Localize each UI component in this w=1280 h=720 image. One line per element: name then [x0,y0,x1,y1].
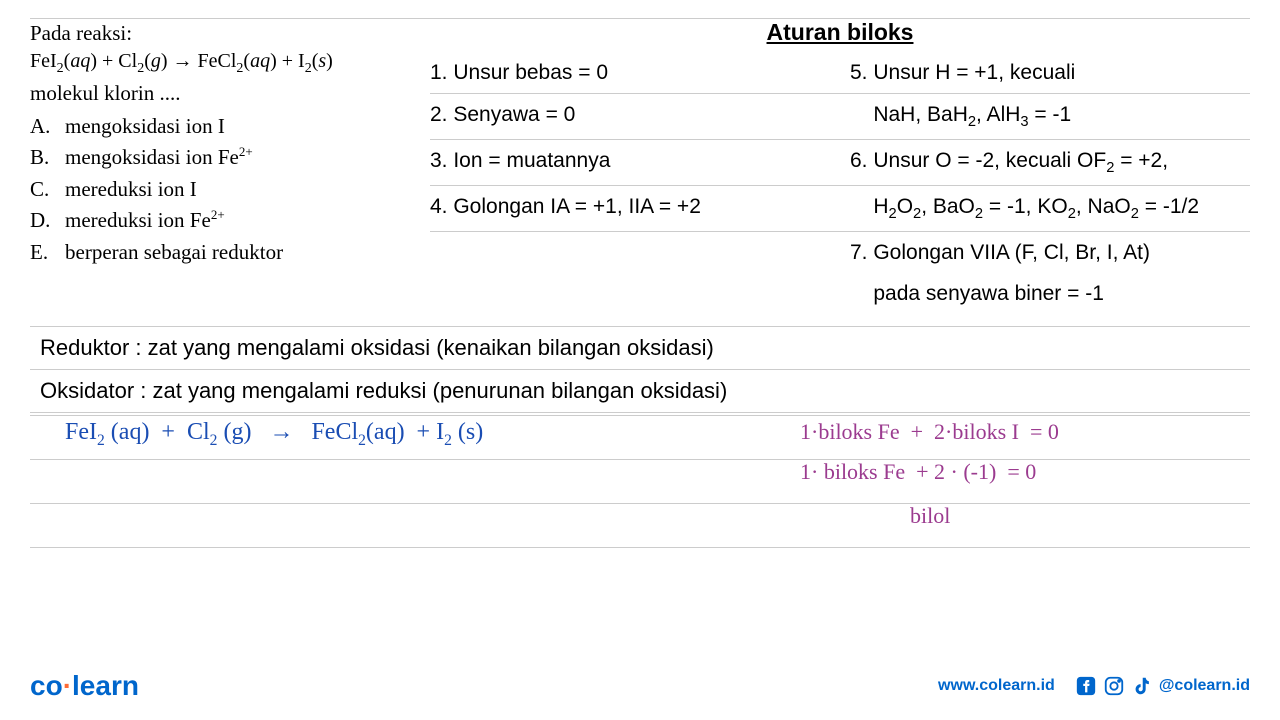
reduktor-definition: Reduktor : zat yang mengalami oksidasi (… [30,326,1250,369]
question-column: Pada reaksi: FeI2(aq) + Cl2(g) → FeCl2(a… [30,19,430,314]
social-handle: @colearn.id [1159,677,1250,695]
rule-row-1: 1. Unsur bebas = 0 5. Unsur H = +1, kecu… [430,52,1250,94]
rule-right: H2O2, BaO2 = -1, KO2, NaO2 = -1/2 [830,192,1250,225]
rule-right: NaH, BaH2, AlH3 = -1 [830,100,1250,133]
option-c: C. mereduksi ion I [30,174,410,206]
handwritten-calc-3: bilol [910,503,950,529]
handwritten-calc-1: 1·biloks Fe + 2·biloks I = 0 [800,419,1059,445]
question-followup: molekul klorin .... [30,79,410,108]
footer-right: www.colearn.id @colearn.id [938,675,1250,697]
options-list: A. mengoksidasi ion I B. mengoksidasi io… [30,111,410,269]
option-letter: B. [30,142,65,174]
logo-co: co [30,670,63,701]
option-letter: E. [30,237,65,269]
rule-right: 5. Unsur H = +1, kecuali [830,58,1250,87]
option-e: E. berperan sebagai reduktor [30,237,410,269]
top-section: Pada reaksi: FeI2(aq) + Cl2(g) → FeCl2(a… [30,18,1250,314]
option-letter: C. [30,174,65,206]
instagram-icon [1103,675,1125,697]
colearn-logo: co·learn [30,670,139,702]
rule-left [430,238,830,267]
option-text: mengoksidasi ion I [65,111,225,143]
website-url: www.colearn.id [938,677,1055,695]
option-text: berperan sebagai reduktor [65,237,283,269]
option-a: A. mengoksidasi ion I [30,111,410,143]
option-text: mereduksi ion I [65,174,197,206]
rule-row-5: 7. Golongan VIIA (F, Cl, Br, I, At) [430,232,1250,273]
oksidator-definition: Oksidator : zat yang mengalami reduksi (… [30,369,1250,413]
handwritten-calc-2: 1· biloks Fe + 2 · (-1) = 0 [800,459,1036,485]
rule-left: 3. Ion = muatannya [430,146,830,179]
option-letter: A. [30,111,65,143]
rule-row-6: pada senyawa biner = -1 [430,273,1250,314]
handwritten-work: FeI2 (aq) + Cl2 (g) → FeCl2(aq) + I2 (s)… [30,415,1250,591]
rule-right: 7. Golongan VIIA (F, Cl, Br, I, At) [830,238,1250,267]
option-letter: D. [30,205,65,237]
rule-left: 1. Unsur bebas = 0 [430,58,830,87]
rule-left [430,279,830,308]
tiktok-icon [1131,675,1153,697]
question-intro: Pada reaksi: [30,19,410,48]
option-b: B. mengoksidasi ion Fe2+ [30,142,410,174]
rule-left: 4. Golongan IA = +1, IIA = +2 [430,192,830,225]
logo-dot: · [63,670,72,701]
logo-learn: learn [72,670,139,701]
option-text: mereduksi ion Fe2+ [65,205,225,237]
rule-right: 6. Unsur O = -2, kecuali OF2 = +2, [830,146,1250,179]
rule-left: 2. Senyawa = 0 [430,100,830,133]
handwritten-equation: FeI2 (aq) + Cl2 (g) → FeCl2(aq) + I2 (s) [65,419,483,450]
rule-row-4: 4. Golongan IA = +1, IIA = +2 H2O2, BaO2… [430,186,1250,232]
rule-row-2: 2. Senyawa = 0 NaH, BaH2, AlH3 = -1 [430,94,1250,140]
rule-right: pada senyawa biner = -1 [830,279,1250,308]
social-icons: @colearn.id [1075,675,1250,697]
rules-column: Aturan biloks 1. Unsur bebas = 0 5. Unsu… [430,19,1250,314]
rule-row-3: 3. Ion = muatannya 6. Unsur O = -2, kecu… [430,140,1250,186]
reaction-equation: FeI2(aq) + Cl2(g) → FeCl2(aq) + I2(s) [30,50,410,77]
rules-title: Aturan biloks [430,19,1250,46]
option-d: D. mereduksi ion Fe2+ [30,205,410,237]
option-text: mengoksidasi ion Fe2+ [65,142,253,174]
footer: co·learn www.colearn.id @colearn.id [0,670,1280,702]
facebook-icon [1075,675,1097,697]
definitions-section: Reduktor : zat yang mengalami oksidasi (… [30,326,1250,413]
